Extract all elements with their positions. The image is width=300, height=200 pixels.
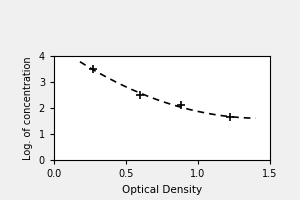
- X-axis label: Optical Density: Optical Density: [122, 185, 202, 195]
- Y-axis label: Log. of concentration: Log. of concentration: [23, 56, 33, 160]
